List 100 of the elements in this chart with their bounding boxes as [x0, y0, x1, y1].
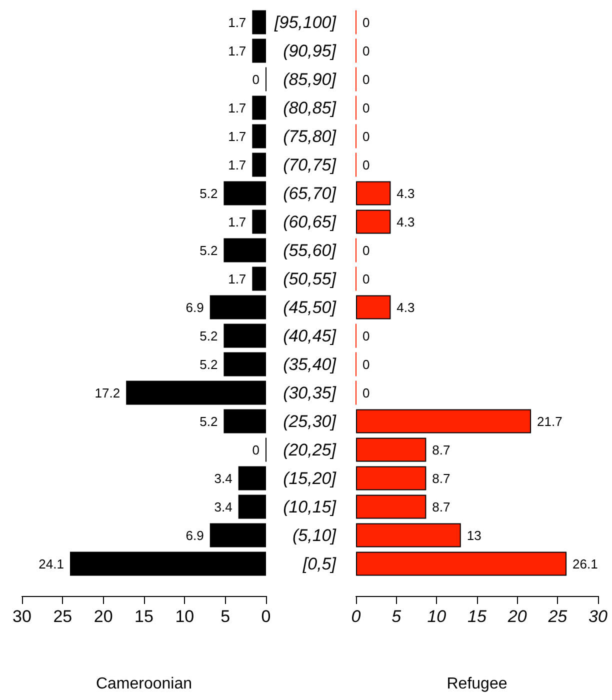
data-label: 0	[362, 100, 370, 116]
y-tick-label: (5,10]	[292, 526, 338, 545]
y-tick-label: (50,55]	[283, 269, 338, 288]
x-tick-label: 15	[468, 607, 487, 626]
x-tick-label: 10	[427, 607, 447, 626]
bar	[224, 352, 266, 376]
bar	[356, 409, 532, 434]
y-tick-label: (60,65]	[283, 212, 338, 232]
bar	[252, 96, 266, 120]
data-label: 1.7	[228, 14, 246, 30]
data-label: 0	[362, 271, 370, 286]
data-label: 1.7	[228, 271, 246, 286]
data-label: 1.7	[228, 43, 246, 58]
y-tick-label: (40,45]	[283, 326, 338, 346]
x-tick-label: 30	[588, 607, 608, 626]
data-label: 1.7	[228, 157, 246, 172]
data-label: 0	[362, 14, 370, 30]
y-tick-label: (70,75]	[283, 155, 338, 174]
y-tick-label: (15,20]	[283, 468, 338, 488]
data-label: 26.1	[572, 556, 598, 572]
bar	[238, 494, 266, 519]
y-tick-label: (85,90]	[283, 70, 338, 89]
x-tick-label: 20	[506, 607, 528, 626]
y-tick-label: (30,35]	[283, 383, 338, 402]
x-tick-label: 5	[392, 607, 402, 626]
y-tick-label: (35,40]	[283, 354, 338, 374]
data-label: 5.2	[200, 186, 218, 201]
y-tick-label: [95,100]	[274, 12, 338, 32]
bar	[252, 38, 266, 63]
x-tick-label: 10	[175, 607, 194, 626]
data-label: 8.7	[432, 499, 450, 514]
data-label: 5.2	[200, 356, 218, 372]
y-tick-label: (10,15]	[283, 497, 338, 516]
y-tick-label: (20,25]	[283, 440, 338, 460]
bar	[126, 380, 266, 405]
bar	[252, 152, 266, 177]
y-tick-label: (75,80]	[283, 126, 338, 146]
data-label: 0	[252, 72, 260, 87]
bar	[224, 238, 266, 262]
data-label: 0	[362, 242, 370, 258]
data-label: 1.7	[228, 128, 246, 144]
bar	[356, 523, 461, 548]
data-label: 5.2	[200, 242, 218, 258]
data-label: 1.7	[228, 214, 246, 230]
data-label: 0	[252, 442, 260, 458]
data-label: 3.4	[214, 499, 232, 514]
y-tick-label: (25,30]	[283, 412, 338, 431]
bar	[252, 266, 266, 291]
y-tick-label: [0,5]	[302, 554, 338, 574]
bar	[210, 295, 266, 320]
x-tick-label: 25	[547, 607, 568, 626]
data-label: 8.7	[432, 442, 450, 458]
data-label: 6.9	[186, 300, 204, 315]
data-label: 0	[362, 356, 370, 372]
bar	[210, 523, 266, 548]
data-label: 3.4	[214, 470, 232, 486]
data-label: 0	[362, 128, 370, 144]
y-tick-label: (65,70]	[283, 184, 338, 203]
bar	[224, 324, 266, 348]
bar	[238, 466, 266, 490]
data-label: 6.9	[186, 528, 204, 543]
x-axis-title: Cameroonian	[96, 676, 192, 692]
x-tick-label: 20	[94, 607, 113, 626]
bar	[356, 494, 426, 519]
y-tick-label: (90,95]	[283, 41, 338, 60]
data-label: 0	[362, 328, 370, 344]
data-label: 0	[362, 72, 370, 87]
bar	[356, 210, 391, 234]
data-label: 4.3	[396, 214, 415, 230]
bar	[356, 466, 426, 490]
data-label: 0	[362, 157, 370, 172]
data-label: 24.1	[38, 556, 64, 572]
data-label: 4.3	[396, 300, 415, 315]
bar	[356, 438, 426, 462]
x-tick-label: 0	[351, 607, 362, 626]
data-label: 0	[362, 385, 370, 400]
data-label: 5.2	[200, 328, 218, 344]
bar	[356, 181, 391, 206]
data-label: 1.7	[228, 100, 246, 116]
bar	[224, 181, 266, 206]
data-label: 4.3	[396, 186, 415, 201]
data-label: 0	[362, 43, 370, 58]
data-label: 17.2	[94, 385, 120, 400]
x-tick-label: 25	[53, 607, 72, 626]
x-tick-label: 30	[12, 607, 32, 626]
x-axis-title: Refugee	[446, 676, 508, 692]
bar	[70, 552, 266, 576]
data-label: 21.7	[537, 414, 562, 429]
bar	[252, 10, 266, 34]
x-tick-label: 0	[261, 607, 271, 626]
bar	[356, 552, 567, 576]
bar	[224, 409, 266, 434]
x-tick-label: 15	[134, 607, 154, 626]
x-tick-label: 5	[220, 607, 230, 626]
y-tick-label: (55,60]	[283, 240, 338, 260]
bar	[252, 124, 266, 148]
y-tick-label: (45,50]	[283, 298, 338, 317]
data-label: 5.2	[200, 414, 218, 429]
bar	[356, 295, 391, 320]
data-label: 8.7	[432, 470, 450, 486]
